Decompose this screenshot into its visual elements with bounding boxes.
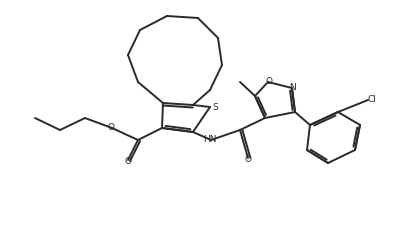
Text: N: N [289, 83, 296, 92]
Text: O: O [265, 76, 272, 85]
Text: O: O [244, 155, 251, 164]
Text: S: S [212, 102, 218, 111]
Text: HN: HN [203, 135, 217, 143]
Text: O: O [107, 123, 114, 132]
Text: O: O [124, 156, 131, 165]
Text: Cl: Cl [367, 94, 377, 104]
